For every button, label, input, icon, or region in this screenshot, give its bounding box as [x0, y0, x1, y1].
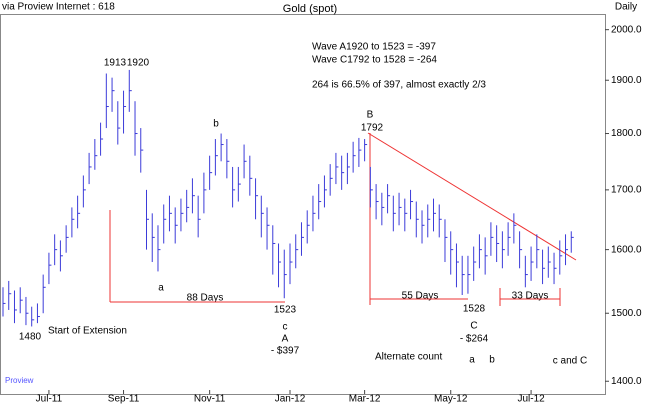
annotation: - $397 — [271, 346, 300, 357]
annotation: 1792 — [361, 123, 384, 134]
annotation: 1913 — [104, 58, 127, 69]
x-tick-label: Jan-12 — [275, 394, 306, 405]
x-tick-label: Mar-12 — [349, 394, 381, 405]
annotation: a — [469, 355, 475, 366]
annotation: A — [282, 334, 289, 345]
y-tick-label: 1700.0 — [611, 185, 642, 196]
count-lines — [109, 132, 577, 306]
annotation: 1480 — [19, 332, 42, 343]
annotation: Wave A1920 to 1523 = -397 — [312, 42, 436, 53]
y-tick-label: 1400.0 — [611, 376, 642, 387]
chart-title: Gold (spot) — [283, 3, 337, 15]
annotation: 33 Days — [512, 291, 549, 302]
annotation: C — [470, 321, 477, 332]
annotation: b — [213, 119, 219, 130]
plot-frame — [0, 14, 606, 395]
y-tick-label: 1800.0 — [611, 128, 642, 139]
y-tick-label: 1600.0 — [611, 244, 642, 255]
annotation: Wave C1792 to 1528 = -264 — [312, 55, 437, 66]
annotation: Start of Extension — [48, 326, 127, 337]
y-tick-label: 1900.0 — [611, 75, 642, 86]
y-tick-label: 2000.0 — [611, 24, 642, 35]
annotation: 1528 — [463, 304, 486, 315]
annotation: 1920 — [127, 58, 150, 69]
header-period: Daily — [615, 2, 637, 13]
annotation: Alternate count — [375, 352, 442, 363]
annotation: 264 is 66.5% of 397, almost exactly 2/3 — [312, 80, 486, 91]
watermark: Proview — [5, 376, 34, 385]
annotation: c and C — [553, 356, 587, 367]
x-tick-label: May-12 — [434, 394, 468, 405]
header-source: via Proview Internet : 618 — [2, 2, 115, 13]
x-tick-label: Jul-12 — [517, 394, 545, 405]
annotation: 88 Days — [187, 293, 224, 304]
x-tick-label: Jul-11 — [36, 394, 63, 405]
annotation: c — [283, 322, 288, 333]
x-tick-label: Sep-11 — [108, 394, 140, 405]
annotation: b — [489, 355, 495, 366]
annotation: B — [367, 110, 374, 121]
x-tick-label: Nov-11 — [194, 394, 226, 405]
annotation: 1523 — [274, 305, 297, 316]
annotation: - $264 — [460, 334, 489, 345]
annotation: 55 Days — [402, 291, 439, 302]
annotation: a — [158, 283, 164, 294]
y-tick-label: 1500.0 — [611, 308, 642, 319]
